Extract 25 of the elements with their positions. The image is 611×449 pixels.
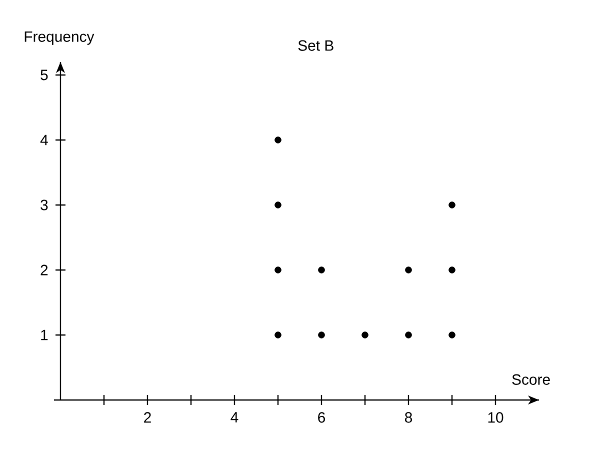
- point: [274, 266, 282, 274]
- point: [448, 332, 456, 338]
- point: [448, 266, 456, 274]
- y-axis-title: Frequency: [24, 31, 94, 45]
- point: [274, 332, 282, 338]
- y-tick-label: 3: [40, 200, 48, 210]
- x-tick-label: 4: [230, 412, 238, 422]
- y-tick-label: 4: [40, 134, 48, 146]
- point: [448, 202, 456, 208]
- y-tick-label: 5: [40, 70, 48, 80]
- y-tick-label: 2: [40, 264, 48, 276]
- x-tick-label: 10: [488, 412, 504, 423]
- point: [318, 266, 325, 274]
- x-axis-title: Score: [512, 374, 550, 385]
- point: [405, 332, 412, 338]
- point: [274, 202, 282, 208]
- x-tick-label: 2: [144, 412, 151, 423]
- point: [362, 332, 368, 338]
- point: [274, 136, 282, 144]
- y-tick-label: 1: [41, 330, 48, 340]
- point: [405, 266, 412, 274]
- point: [318, 332, 325, 338]
- chart-title: Set B: [298, 40, 334, 51]
- x-tick-label: 6: [318, 412, 325, 423]
- x-tick-label: 8: [404, 412, 412, 423]
